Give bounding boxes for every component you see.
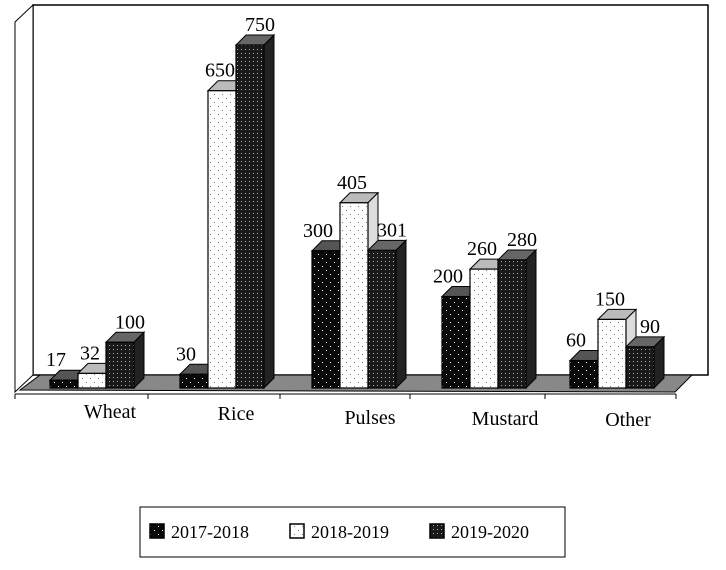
data-label: 100 (115, 311, 145, 333)
legend-label: 2017-2018 (171, 522, 249, 542)
bar-front (441, 295, 471, 389)
data-label: 260 (467, 238, 497, 260)
bar-front (597, 318, 627, 389)
bar-front (569, 359, 599, 389)
data-label: 90 (640, 316, 660, 338)
bar-other-2019-2020 (624, 335, 666, 390)
category-label: Mustard (472, 408, 539, 430)
bar-front (77, 372, 107, 389)
bar-front (339, 202, 369, 389)
bar-front (207, 90, 237, 389)
data-label: 17 (46, 349, 66, 371)
bar-front (367, 249, 397, 389)
data-label: 300 (303, 220, 333, 242)
legend-swatch (429, 523, 445, 539)
bar-side (133, 331, 145, 390)
data-label: 30 (176, 343, 196, 365)
legend-label: 2019-2020 (451, 522, 529, 542)
bar-side (395, 239, 407, 390)
bar-rice-2019-2020 (234, 33, 276, 390)
side-wall (14, 3, 34, 394)
category-label: Rice (218, 403, 255, 425)
data-label: 301 (377, 219, 407, 241)
data-label: 200 (433, 266, 463, 288)
bar-pulses-2019-2020 (366, 239, 408, 390)
bar-mustard-2019-2020 (496, 248, 538, 390)
bar-front (235, 44, 265, 389)
bar-front (179, 373, 209, 389)
category-label: Other (605, 409, 651, 431)
data-label: 60 (566, 330, 586, 352)
data-label: 280 (507, 229, 537, 251)
category-label: Pulses (344, 407, 395, 429)
data-label: 405 (337, 172, 367, 194)
data-label: 150 (595, 288, 625, 310)
data-label: 32 (80, 342, 100, 364)
legend-label: 2018-2019 (311, 522, 389, 542)
bar-pulses-2018-2019 (338, 191, 380, 390)
legend-box (139, 506, 566, 558)
bar-front (311, 250, 341, 389)
bar-side (525, 248, 537, 390)
bar-front (469, 268, 499, 389)
category-label: Wheat (84, 401, 137, 423)
data-label: 750 (245, 14, 275, 36)
bar-front (49, 379, 79, 389)
data-label: 650 (205, 60, 235, 82)
bar-front (625, 346, 655, 389)
legend-swatch (289, 523, 305, 539)
bar-front (105, 341, 135, 389)
bar-front (497, 259, 527, 389)
bar-wheat-2019-2020 (104, 331, 146, 390)
bar-side (263, 33, 275, 390)
legend-swatch (149, 523, 165, 539)
